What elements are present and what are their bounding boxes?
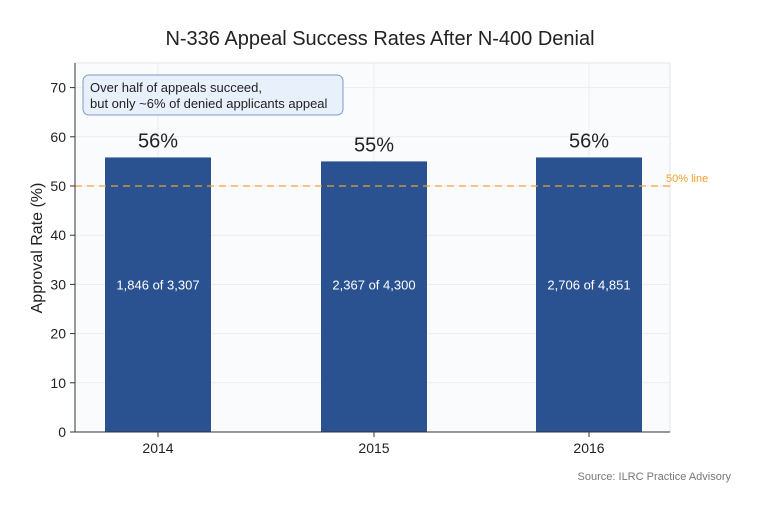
annotation-box: Over half of appeals succeed, but only ~… xyxy=(82,74,344,116)
x-tick-label: 2014 xyxy=(142,440,173,456)
reference-line-label: 50% line xyxy=(666,173,708,185)
y-tick-label: 70 xyxy=(50,80,66,96)
annotation-background xyxy=(82,74,344,116)
bar-2016 xyxy=(536,157,642,433)
y-tick-label: 0 xyxy=(58,424,66,440)
bar-2014 xyxy=(105,157,211,433)
bar-2015 xyxy=(321,161,427,432)
y-axis-label: Approval Rate (%) xyxy=(29,183,46,314)
bar-inner-label: 1,846 of 3,307 xyxy=(116,277,199,292)
annotation-line-1: Over half of appeals succeed, xyxy=(90,80,262,95)
y-tick-label: 40 xyxy=(50,227,66,243)
annotation-line-2: but only ~6% of denied applicants appeal xyxy=(90,96,328,111)
source-note: Source: ILRC Practice Advisory xyxy=(578,471,732,483)
x-tick-label: 2015 xyxy=(358,440,389,456)
bar-inner-label: 2,706 of 4,851 xyxy=(547,277,630,292)
bar-inner-label: 2,367 of 4,300 xyxy=(332,277,415,292)
bar-value-label: 55% xyxy=(354,134,394,156)
y-tick-label: 20 xyxy=(50,326,66,342)
y-tick-label: 50 xyxy=(50,178,66,194)
y-tick-label: 30 xyxy=(50,276,66,292)
x-tick-label: 2016 xyxy=(573,440,604,456)
chart-title: N-336 Appeal Success Rates After N-400 D… xyxy=(165,28,594,50)
y-tick-label: 60 xyxy=(50,129,66,145)
bar-value-label: 56% xyxy=(138,130,178,152)
y-tick-label: 10 xyxy=(50,375,66,391)
bar-value-label: 56% xyxy=(569,130,609,152)
